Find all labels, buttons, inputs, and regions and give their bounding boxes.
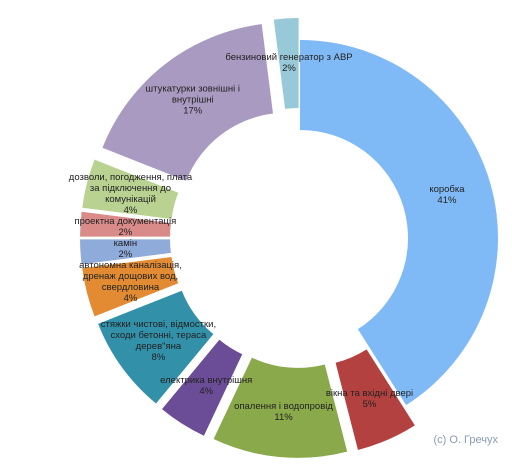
donut-segment (80, 239, 171, 265)
value-label: 2% (118, 248, 133, 260)
segment-label: автономна каналізація, дренаж дощових во… (65, 260, 195, 304)
value-label: 2% (282, 63, 296, 75)
donut-segment (82, 159, 179, 219)
donut-segment (80, 211, 171, 237)
category-label: проектна документація (74, 216, 177, 227)
segment-label: стяжки чистові, відмостки, сходи бетонні… (93, 319, 223, 363)
donut-segment (335, 349, 415, 450)
category-label: камін (113, 237, 138, 249)
value-label: 17% (183, 105, 203, 117)
category-label: вікна та вхідні двері (325, 387, 414, 399)
donut-segment (82, 257, 179, 317)
category-label: стяжки чистові, відмостки, сходи бетонні… (100, 318, 217, 352)
segment-label: опалення і водопровід 11% (219, 401, 349, 423)
segment-label: штукатурки зовнішні і внутрішні 17% (128, 83, 258, 116)
category-label: автономна каналізація, дренаж дощових во… (79, 259, 182, 293)
category-label: дозволи, погодження, плата за підключенн… (68, 172, 193, 206)
credit: (с) О. Гречух (433, 434, 499, 446)
value-label: 41% (437, 195, 457, 207)
value-label: 4% (123, 205, 138, 217)
segment-label: електрика внутрішня 4% (141, 375, 271, 397)
segment-label: коробка 41% (382, 184, 512, 206)
donut-segment (98, 290, 214, 404)
segment-label: бензиновий генератор з АВР 2% (224, 52, 354, 74)
category-label: штукатурки зовнішні і внутрішні (145, 83, 240, 106)
segment-label: проектна документація 2% (60, 216, 190, 238)
segment-label: вікна та вхідні двері 5% (305, 388, 435, 410)
donut-segment (102, 24, 273, 181)
segment-label: дозволи, погодження, плата за підключенн… (65, 172, 195, 216)
value-label: 4% (123, 292, 138, 304)
category-label: електрика внутрішня (160, 374, 253, 386)
value-label: 8% (151, 351, 166, 363)
value-label: 11% (274, 412, 293, 424)
donut-segment (162, 339, 243, 436)
donut-segment (213, 357, 348, 458)
value-label: 2% (118, 227, 133, 238)
category-label: опалення і водопровід (234, 401, 333, 413)
donut-segment (300, 40, 498, 406)
value-label: 5% (362, 398, 377, 410)
donut-segment (273, 18, 299, 109)
category-label: коробка (429, 184, 465, 196)
value-label: 4% (199, 385, 214, 397)
category-label: бензиновий генератор з АВР (225, 52, 353, 64)
segment-label: камін 2% (60, 238, 190, 260)
